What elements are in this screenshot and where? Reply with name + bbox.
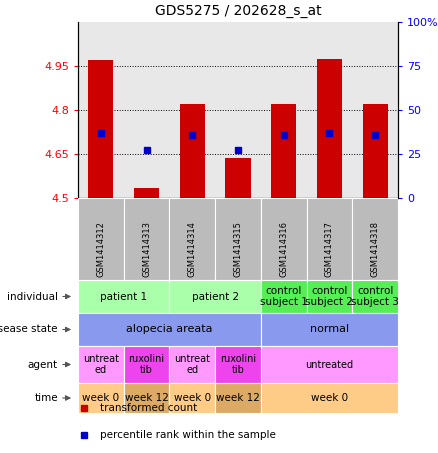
Bar [363, 104, 388, 198]
Text: untreat
ed: untreat ed [174, 354, 210, 375]
Text: control
subject 2: control subject 2 [305, 286, 353, 307]
Bar [261, 313, 398, 346]
Bar [261, 280, 307, 313]
Text: percentile rank within the sample: percentile rank within the sample [100, 430, 276, 440]
Bar [124, 198, 170, 280]
Text: GSM1414318: GSM1414318 [371, 221, 380, 277]
Text: alopecia areata: alopecia areata [126, 324, 213, 334]
Bar [170, 346, 215, 383]
Bar [78, 313, 261, 346]
Text: individual: individual [7, 291, 58, 302]
Text: ruxolini
tib: ruxolini tib [220, 354, 256, 375]
Text: week 12: week 12 [125, 393, 169, 403]
Bar [78, 198, 124, 280]
Bar [170, 198, 215, 280]
Text: untreat
ed: untreat ed [83, 354, 119, 375]
Bar [170, 383, 215, 413]
Text: control
subject 3: control subject 3 [351, 286, 399, 307]
Text: transformed count: transformed count [100, 403, 198, 413]
Bar [88, 60, 113, 198]
Text: GSM1414314: GSM1414314 [188, 221, 197, 277]
Text: time: time [34, 393, 58, 403]
Text: GSM1414313: GSM1414313 [142, 221, 151, 277]
Text: GSM1414317: GSM1414317 [325, 221, 334, 277]
Text: GSM1414315: GSM1414315 [233, 221, 243, 277]
Bar [271, 104, 296, 198]
Bar [134, 188, 159, 198]
Bar [307, 198, 352, 280]
Bar [352, 198, 398, 280]
Bar [78, 383, 124, 413]
Text: ruxolini
tib: ruxolini tib [128, 354, 165, 375]
Bar [215, 383, 261, 413]
Bar [124, 346, 170, 383]
Bar [261, 198, 307, 280]
Text: GSM1414316: GSM1414316 [279, 221, 288, 277]
Bar [215, 198, 261, 280]
Text: week 0: week 0 [82, 393, 120, 403]
Bar [124, 383, 170, 413]
Text: untreated: untreated [305, 360, 353, 370]
Text: disease state: disease state [0, 324, 58, 334]
Text: patient 2: patient 2 [191, 291, 239, 302]
Bar [180, 104, 205, 198]
Bar [226, 159, 251, 198]
Text: normal: normal [310, 324, 349, 334]
Bar [317, 59, 342, 198]
Text: GSM1414312: GSM1414312 [96, 221, 106, 277]
Bar [170, 280, 261, 313]
Bar [261, 346, 398, 383]
Text: week 12: week 12 [216, 393, 260, 403]
Bar [307, 280, 352, 313]
Text: week 0: week 0 [174, 393, 211, 403]
Text: patient 1: patient 1 [100, 291, 147, 302]
Text: control
subject 1: control subject 1 [260, 286, 307, 307]
Bar [352, 280, 398, 313]
Title: GDS5275 / 202628_s_at: GDS5275 / 202628_s_at [155, 4, 321, 18]
Text: agent: agent [28, 360, 58, 370]
Bar [78, 346, 124, 383]
Bar [261, 383, 398, 413]
Text: week 0: week 0 [311, 393, 348, 403]
Bar [215, 346, 261, 383]
Bar [78, 280, 170, 313]
